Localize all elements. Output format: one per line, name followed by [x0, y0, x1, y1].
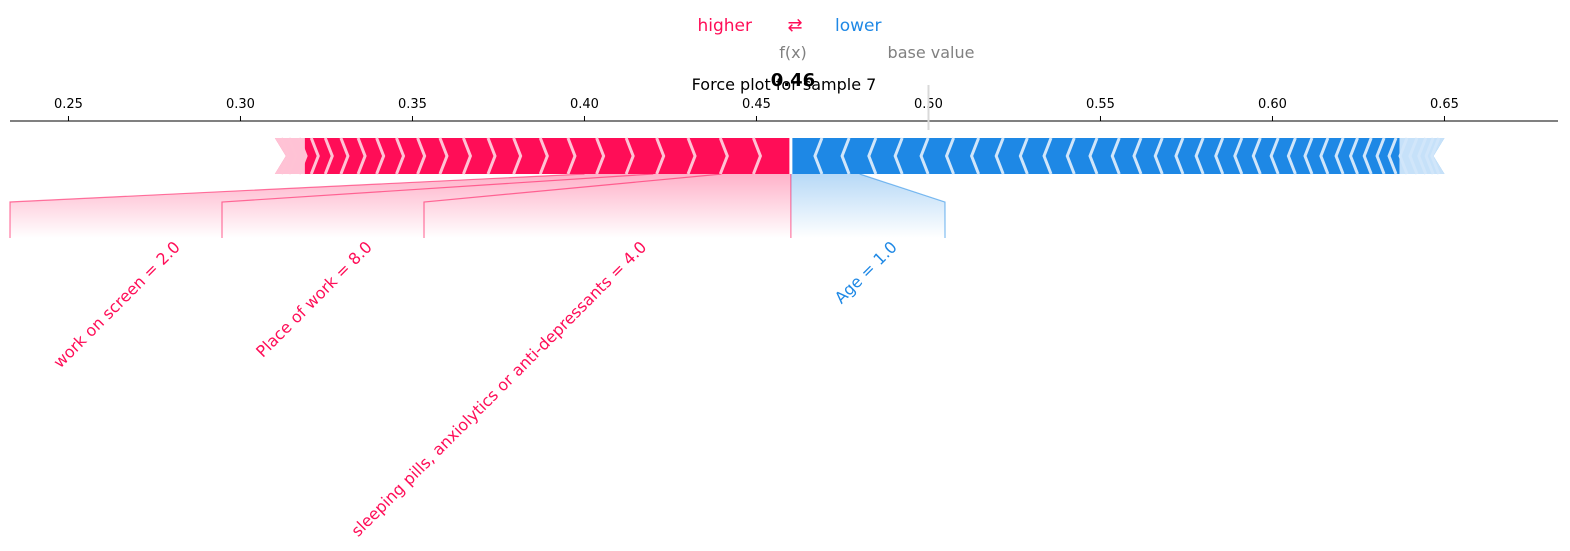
positive-chevron — [395, 137, 406, 175]
positive-chevron — [339, 137, 350, 175]
negative-bar-tail — [1399, 138, 1445, 174]
positive-chevron — [462, 137, 473, 175]
positive-chevron — [323, 137, 334, 175]
fx-label: f(x) — [779, 43, 807, 62]
negative-chevron — [944, 137, 955, 175]
negative-chevron — [919, 137, 930, 175]
negative-chevron — [1375, 137, 1386, 175]
positive-chevron — [752, 137, 763, 175]
positive-chevron — [416, 137, 427, 175]
negative-chevron — [1334, 137, 1345, 175]
feature-labels: sleeping pills, anxiolytics or anti-depr… — [49, 237, 900, 540]
negative-chevron — [1065, 137, 1076, 175]
negative-chevron — [994, 137, 1005, 175]
legend-higher: higher — [697, 16, 752, 36]
positive-chevron — [375, 137, 386, 175]
negative-chevron — [969, 137, 980, 175]
x-axis: 0.250.300.350.400.450.500.550.600.65 — [10, 97, 1558, 122]
positive-chevron — [297, 137, 308, 175]
legend-lower: lower — [835, 16, 881, 36]
negative-chevron — [1194, 137, 1205, 175]
negative-bar — [790, 138, 1445, 174]
positive-chevron — [356, 137, 367, 175]
negative-chevron — [1214, 137, 1225, 175]
negative-chevron — [1424, 137, 1435, 175]
negative-chevron — [1286, 137, 1297, 175]
chart-title: Force plot for sample 7 — [692, 75, 877, 94]
fx-value: 0.46 — [771, 70, 815, 91]
negative-chevron — [1417, 137, 1428, 175]
negative-chevron — [1251, 137, 1262, 175]
negative-chevron — [1174, 137, 1185, 175]
base-value-label: base value — [888, 43, 975, 62]
negative-chevron — [1408, 137, 1419, 175]
positive-chevron — [512, 137, 523, 175]
negative-chevron — [1319, 137, 1330, 175]
x-tick-label: 0.60 — [1258, 97, 1287, 112]
positive-connector — [221, 173, 654, 238]
x-tick-label: 0.45 — [742, 97, 771, 112]
negative-chevron — [1132, 137, 1143, 175]
x-tick-label: 0.55 — [1086, 97, 1115, 112]
legend-arrows-icon: ⇄ — [787, 15, 802, 36]
positive-chevron — [538, 137, 549, 175]
positive-chevron — [686, 137, 697, 175]
negative-chevron — [1269, 137, 1280, 175]
positive-feature-label: sleeping pills, anxiolytics or anti-depr… — [347, 237, 650, 540]
positive-connector — [9, 173, 585, 238]
negative-chevron — [1018, 137, 1029, 175]
positive-chevron — [309, 137, 320, 175]
positive-feature-label: Place of work = 8.0 — [252, 237, 376, 361]
positive-chevron — [486, 137, 497, 175]
negative-fan-gradient — [790, 174, 945, 238]
negative-chevron — [1348, 137, 1359, 175]
negative-connector — [859, 173, 946, 238]
negative-chevron — [1042, 137, 1053, 175]
negative-chevron — [1110, 137, 1121, 175]
negative-chevron — [813, 137, 824, 175]
x-tick-label: 0.30 — [226, 97, 255, 112]
negative-chevron — [840, 137, 851, 175]
negative-chevron — [1153, 137, 1164, 175]
feature-connectors — [9, 173, 946, 238]
positive-feature-label: work on screen = 2.0 — [49, 237, 183, 371]
positive-chevron — [624, 137, 635, 175]
positive-bar — [274, 138, 791, 174]
positive-chevron — [287, 137, 298, 175]
positive-chevron — [718, 137, 729, 175]
x-tick-label: 0.25 — [54, 97, 83, 112]
x-tick-label: 0.35 — [398, 97, 427, 112]
negative-chevron — [1088, 137, 1099, 175]
x-tick-label: 0.65 — [1430, 97, 1459, 112]
negative-chevron — [1398, 137, 1409, 175]
negative-feature-label: Age = 1.0 — [831, 237, 901, 307]
negative-chevron — [1303, 137, 1314, 175]
positive-chevron — [438, 137, 449, 175]
positive-chevron — [655, 137, 666, 175]
negative-chevron — [1362, 137, 1373, 175]
negative-chevron — [1233, 137, 1244, 175]
negative-chevron — [1430, 137, 1441, 175]
force-bars — [274, 137, 1445, 175]
positive-chevron — [595, 137, 606, 175]
positive-chevron — [566, 137, 577, 175]
x-tick-label: 0.40 — [570, 97, 599, 112]
positive-connector — [423, 173, 723, 238]
positive-chevron — [279, 137, 290, 175]
negative-chevron — [893, 137, 904, 175]
negative-chevron — [1387, 137, 1398, 175]
negative-chevron — [867, 137, 878, 175]
